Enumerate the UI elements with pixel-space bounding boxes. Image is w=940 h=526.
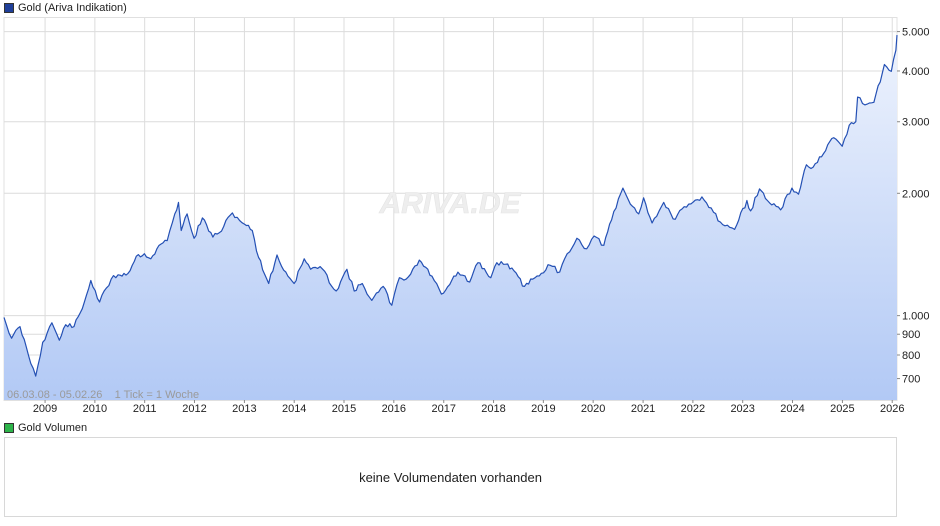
x-axis: 2009 2010 2011 2012 2013 2014 2015 2016 2017 2018… xyxy=(33,400,904,415)
xtick-label-2016: 2016 xyxy=(382,403,406,415)
ytick-label-900: 900 xyxy=(902,329,920,341)
xtick-label-2022: 2022 xyxy=(681,403,705,415)
xtick-label-2025: 2025 xyxy=(830,403,854,415)
xtick-label-2021: 2021 xyxy=(631,403,655,415)
volume-legend-swatch xyxy=(4,423,14,433)
ytick-label-800: 800 xyxy=(902,350,920,362)
xtick-label-2024: 2024 xyxy=(780,403,804,415)
xtick-label-2013: 2013 xyxy=(232,403,256,415)
price-legend-label: Gold (Ariva Indikation) xyxy=(18,2,127,14)
price-legend: Gold (Ariva Indikation) xyxy=(4,1,127,15)
price-chart: 2009 2010 2011 2012 2013 2014 2015 2016 2017 2018… xyxy=(3,17,930,415)
xtick-label-2011: 2011 xyxy=(133,403,157,415)
ytick-label-4000: 4.000 xyxy=(902,66,930,78)
xtick-label-2009: 2009 xyxy=(33,403,57,415)
volume-panel: keine Volumendaten vorhanden xyxy=(4,437,897,517)
xtick-label-2020: 2020 xyxy=(581,403,605,415)
ytick-label-2000: 2.000 xyxy=(902,188,930,200)
watermark: ARIVA.DE xyxy=(378,187,521,220)
volume-legend-label: Gold Volumen xyxy=(18,422,88,434)
ytick-label-1000: 1.000 xyxy=(902,311,930,323)
price-line xyxy=(3,35,898,377)
xtick-label-2015: 2015 xyxy=(332,403,356,415)
volume-empty-message: keine Volumendaten vorhanden xyxy=(359,469,542,485)
xtick-label-2014: 2014 xyxy=(282,403,306,415)
xtick-label-2012: 2012 xyxy=(182,403,206,415)
volume-legend: Gold Volumen xyxy=(4,421,87,435)
xtick-label-2010: 2010 xyxy=(83,403,107,415)
range-info: 06.03.08 - 05.02.26 1 Tick = 1 Woche xyxy=(7,389,199,401)
ytick-label-5000: 5.000 xyxy=(902,27,930,39)
xtick-label-2026: 2026 xyxy=(880,403,904,415)
price-series-line xyxy=(3,35,898,377)
y-axis: 700 800 900 1.000 2.000 3.000 4.000 5.000 xyxy=(897,27,930,386)
ytick-label-3000: 3.000 xyxy=(902,117,930,129)
xtick-label-2017: 2017 xyxy=(432,403,456,415)
price-area-fill xyxy=(4,35,897,400)
ytick-label-700: 700 xyxy=(902,374,920,386)
xtick-label-2018: 2018 xyxy=(481,403,505,415)
price-legend-swatch xyxy=(4,3,14,13)
price-area xyxy=(4,35,897,400)
xtick-label-2019: 2019 xyxy=(531,403,555,415)
xtick-label-2023: 2023 xyxy=(730,403,754,415)
